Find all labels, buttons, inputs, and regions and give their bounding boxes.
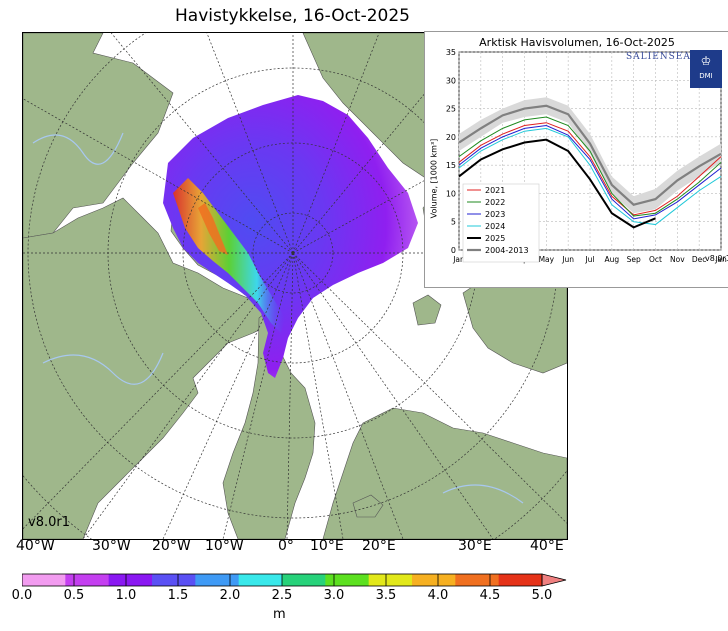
colorbar-segment (282, 574, 326, 586)
inset-x-tick-label: Jan (714, 255, 727, 264)
inset-y-tick-label: 10 (446, 189, 456, 198)
svalbard-land (412, 294, 442, 326)
inset-y-tick-label: 20 (446, 133, 456, 142)
legend-label: 2004-2013 (485, 246, 529, 255)
colorbar-segment (325, 574, 370, 586)
colorbar-segment (498, 574, 543, 586)
longitude-label: 20°E (362, 538, 396, 554)
inset-version-tag: v8.0r1 (705, 254, 728, 263)
colorbar-tick-label: 0.0 (11, 588, 33, 603)
colorbar-segment (22, 574, 66, 586)
legend-label: 2023 (485, 210, 505, 219)
longitude-label: 10°E (310, 538, 344, 554)
inset-x-tick-label: Dec (692, 255, 707, 264)
longitude-label: 20°W (152, 538, 191, 554)
legend-label: 2021 (485, 186, 505, 195)
inset-y-tick-label: 5 (451, 218, 456, 227)
colorbar-tick-label: 3.0 (323, 588, 345, 603)
inset-chart-title: Arktisk Havisvolumen, 16-Oct-2025 (479, 36, 675, 49)
colorbar-segment (195, 574, 240, 586)
inset-x-tick-label: Sep (627, 255, 641, 264)
scandinavia-land (322, 407, 567, 539)
inset-y-tick-label: 35 (446, 48, 456, 57)
longitude-label: 30°W (92, 538, 131, 554)
dmi-logo-badge: ♔ DMI (690, 50, 722, 88)
dmi-badge-label: DMI (699, 72, 713, 80)
colorbar-tick-label: 4.5 (479, 588, 501, 603)
longitude-label: 10°W (205, 538, 244, 554)
inset-x-tick-label: Jul (584, 255, 594, 264)
colorbar-tick-label: 3.5 (375, 588, 397, 603)
series-line-2023 (458, 125, 722, 220)
sea-ice-pack (163, 95, 418, 378)
longitude-label: 40°W (16, 538, 55, 554)
volume-chart-svg: 05101520253035JanFebMarAprMayJunJulAugSe… (446, 48, 727, 264)
colorbar-tick-label: 0.5 (63, 588, 85, 603)
inset-y-axis-label: Volume, [1000 km³] (429, 138, 439, 219)
series-line-2024 (458, 127, 722, 226)
crown-icon: ♔ (700, 54, 712, 68)
inset-x-tick-label: Nov (670, 255, 685, 264)
colorbar-svg (21, 573, 567, 587)
colorbar-segment (152, 574, 196, 586)
colorbar-tick-label: 1.5 (167, 588, 189, 603)
longitude-label: 40°E (530, 538, 564, 554)
colorbar-tick-label: 2.5 (271, 588, 293, 603)
legend-label: 2022 (485, 198, 505, 207)
inset-x-tick-label: May (539, 255, 555, 264)
iceland-land (352, 494, 384, 518)
inset-x-tick-label: Aug (605, 255, 620, 264)
colorbar-segment (108, 574, 153, 586)
legend-label: 2024 (485, 222, 505, 231)
inset-y-tick-label: 15 (446, 161, 456, 170)
map-title: Havistykkelse, 16-Oct-2025 (175, 6, 410, 26)
inset-x-tick-label: Jun (561, 255, 574, 264)
colorbar-segment (455, 574, 500, 586)
colorbar-unit: m (273, 607, 286, 622)
longitude-label: 0° (278, 538, 294, 554)
colorbar-tick-label: 2.0 (219, 588, 241, 603)
colorbar-segment (412, 574, 456, 586)
series-line-2004-2013 (458, 104, 722, 206)
inset-y-tick-label: 0 (451, 246, 456, 255)
colorbar-segment (238, 574, 283, 586)
coastal-thick-ice (198, 203, 228, 255)
salienseas-logo: SALIENSEAS (626, 52, 699, 62)
series-line-2025 (458, 138, 656, 229)
colorbar-tick-label: 1.0 (115, 588, 137, 603)
colorbar-extend-arrow (541, 573, 567, 587)
colorbar-tick-label: 4.0 (427, 588, 449, 603)
colorbar-tick-label: 5.0 (531, 588, 553, 603)
thickness-colorbar (21, 572, 568, 591)
inset-y-tick-label: 30 (446, 76, 456, 85)
inset-x-tick-label: Oct (649, 255, 662, 264)
colorbar-segment (65, 574, 110, 586)
thick-ice-band (173, 178, 285, 333)
longitude-label: 30°E (458, 538, 492, 554)
legend-label: 2025 (485, 234, 505, 243)
series-line-2021 (458, 122, 722, 216)
volume-chart-inset: Arktisk Havisvolumen, 16-Oct-2025 SALIEN… (424, 31, 728, 288)
inset-x-tick-label: Jan (452, 255, 465, 264)
inset-y-tick-label: 25 (446, 105, 456, 114)
colorbar-segment (368, 574, 413, 586)
map-version-tag: v8.0r1 (28, 515, 70, 530)
series-line-2022 (458, 116, 722, 217)
sea-ice-layer (163, 95, 418, 378)
